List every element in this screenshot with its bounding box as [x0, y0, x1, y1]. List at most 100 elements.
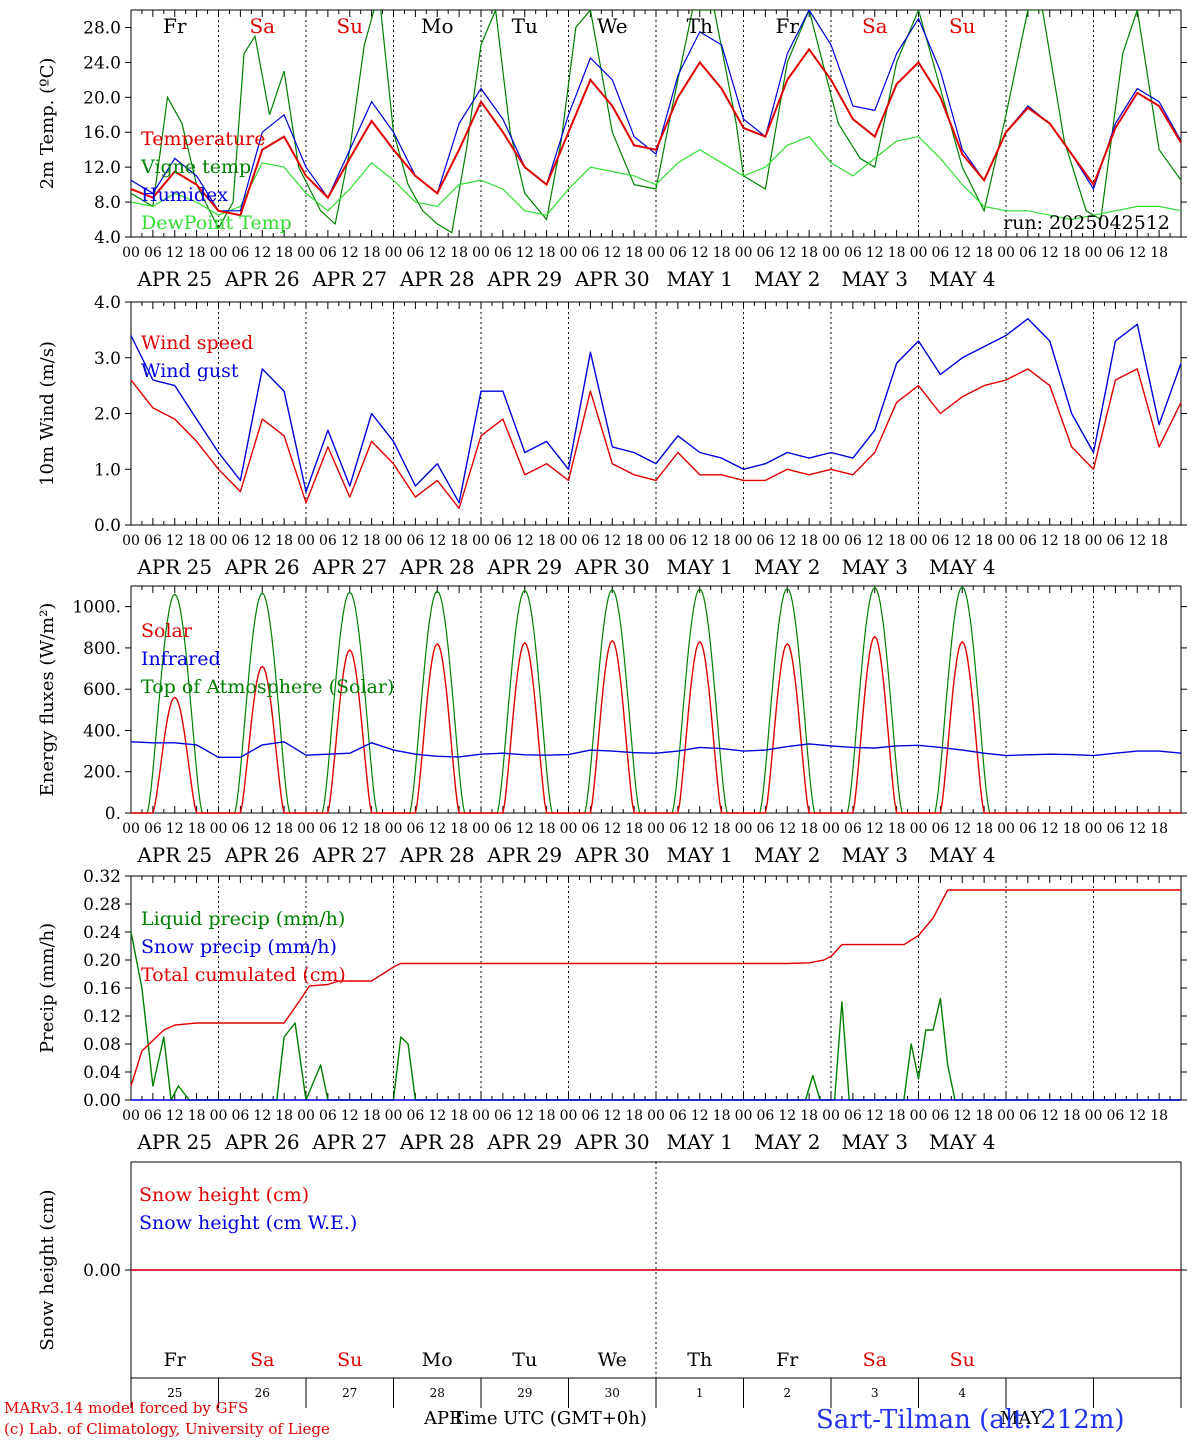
wind-ytick-label: 4.0: [94, 293, 121, 313]
precip-date-label: MAY 4: [929, 1130, 995, 1154]
energy-hour-label: 00: [385, 821, 403, 837]
wind-date-label: MAY 4: [929, 555, 995, 579]
snow-day-number: 3: [871, 1386, 879, 1400]
temp-hour-label: 06: [1106, 245, 1124, 261]
temp-date-label: APR 30: [574, 267, 650, 291]
snow-day-number: 27: [342, 1386, 357, 1400]
energy-hour-label: 12: [341, 821, 359, 837]
precip-hour-label: 06: [319, 1108, 337, 1124]
temp-hour-label: 06: [144, 245, 162, 261]
energy-legend-top-of-atmosphere-solar-: Top of Atmosphere (Solar): [141, 676, 394, 698]
wind-hour-label: 18: [363, 533, 381, 549]
temp-hour-label: 18: [625, 245, 643, 261]
precip-ytick-label: 0.16: [83, 979, 121, 999]
temp-hour-label: 12: [866, 245, 884, 261]
wind-hour-label: 12: [516, 533, 534, 549]
wind-hour-label: 12: [778, 533, 796, 549]
wind-hour-label: 00: [1085, 533, 1103, 549]
temp-ytick-label: 24.0: [83, 53, 121, 73]
snow-day-number: 29: [517, 1386, 532, 1400]
footer-copyright: (c) Lab. of Climatology, University of L…: [4, 1420, 330, 1438]
precip-hour-label: 12: [1128, 1108, 1146, 1124]
energy-hour-label: 00: [472, 821, 490, 837]
temp-legend-temperature: Temperature: [141, 128, 265, 150]
energy-hour-label: 00: [647, 821, 665, 837]
wind-ytick-label: 3.0: [94, 349, 121, 369]
series-layer: [130, 10, 1182, 1271]
snow-day-number: 2: [783, 1386, 791, 1400]
energy-hour-label: 12: [516, 821, 534, 837]
temp-hour-label: 18: [713, 245, 731, 261]
precip-ytick-label: 0.08: [83, 1035, 121, 1055]
wind-hour-label: 12: [691, 533, 709, 549]
wind-hour-label: 00: [560, 533, 578, 549]
energy-hour-label: 00: [210, 821, 228, 837]
precip-date-label: MAY 2: [754, 1130, 820, 1154]
snow-day-abbr: Mo: [422, 1349, 453, 1371]
wind-hour-label: 18: [713, 533, 731, 549]
energy-hour-label: 18: [188, 821, 206, 837]
precip-hour-label: 18: [363, 1108, 381, 1124]
temp-hour-label: 06: [319, 245, 337, 261]
precip-hour-label: 00: [735, 1108, 753, 1124]
precip-ytick-label: 0.28: [83, 895, 121, 915]
snow-day-number: 28: [430, 1386, 445, 1400]
station-label: Sart-Tilman (alt. 212m): [816, 1405, 1125, 1435]
precip-hour-label: 12: [516, 1108, 534, 1124]
temp-hour-label: 00: [385, 245, 403, 261]
precip-hour-label: 12: [603, 1108, 621, 1124]
temp-hour-label: 12: [778, 245, 796, 261]
precip-hour-label: 06: [1106, 1108, 1124, 1124]
precip-ytick-label: 0.00: [83, 1091, 121, 1111]
precip-date-label: APR 25: [136, 1130, 212, 1154]
wind-hour-label: 00: [297, 533, 315, 549]
energy-hour-label: 12: [1128, 821, 1146, 837]
energy-ytick-label: 800.: [83, 639, 121, 659]
temp-hour-label: 18: [888, 245, 906, 261]
precip-hour-label: 06: [494, 1108, 512, 1124]
energy-hour-label: 18: [713, 821, 731, 837]
wind-hour-label: 06: [231, 533, 249, 549]
wind-hour-label: 06: [581, 533, 599, 549]
precip-legend-total-cumulated-cm-: Total cumulated (cm): [141, 964, 346, 986]
wind-date-label: APR 26: [224, 555, 300, 579]
energy-date-label: APR 26: [224, 843, 300, 867]
temp-series-group: [131, 47, 1181, 217]
precip-ytick-label: 0.32: [83, 867, 121, 887]
wind-date-label: MAY 2: [754, 555, 820, 579]
label-layer: 00 06 12 18 00 06 12 18 00 06 12 18 00 06 12 18 00 06 12 18…: [37, 14, 1170, 1400]
temp-hour-label: 18: [1063, 245, 1081, 261]
wind-legend-wind-gust: Wind gust: [141, 360, 239, 382]
wind-hour-label: 06: [144, 533, 162, 549]
energy-hour-label: 06: [756, 821, 774, 837]
wind-hour-label: 00: [647, 533, 665, 549]
wind-hour-label: 06: [319, 533, 337, 549]
energy-hour-label: 12: [866, 821, 884, 837]
wind-date-label: APR 30: [574, 555, 650, 579]
precip-ytick-label: 0.24: [83, 923, 121, 943]
energy-date-label: APR 27: [311, 843, 387, 867]
wind-hour-label: 18: [450, 533, 468, 549]
temp-hour-label: 12: [428, 245, 446, 261]
energy-ytick-label: 0.: [105, 804, 121, 824]
energy-hour-label: 00: [560, 821, 578, 837]
temp-hour-label: 00: [297, 245, 315, 261]
temp-date-label: APR 27: [311, 267, 387, 291]
precip-line-total-cumulated-cm-: [130, 889, 1181, 1087]
energy-frame: [130, 585, 1182, 814]
temp-hour-label: 00: [210, 245, 228, 261]
temp-date-label: MAY 1: [667, 267, 733, 291]
energy-ytick-label: 1000.: [72, 598, 121, 618]
temp-date-label: MAY 4: [929, 267, 995, 291]
temp-hour-label: 00: [122, 245, 140, 261]
wind-hour-label: 12: [166, 533, 184, 549]
wind-ytick-label: 0.0: [94, 516, 121, 536]
precip-hour-label: 06: [144, 1108, 162, 1124]
energy-hour-label: 00: [122, 821, 140, 837]
energy-ytick-label: 600.: [83, 680, 121, 700]
energy-hour-label: 00: [910, 821, 928, 837]
temp-ytick-label: 16.0: [83, 123, 121, 143]
footer-month-may: MAY: [1000, 1408, 1044, 1429]
precip-date-label: APR 28: [399, 1130, 475, 1154]
